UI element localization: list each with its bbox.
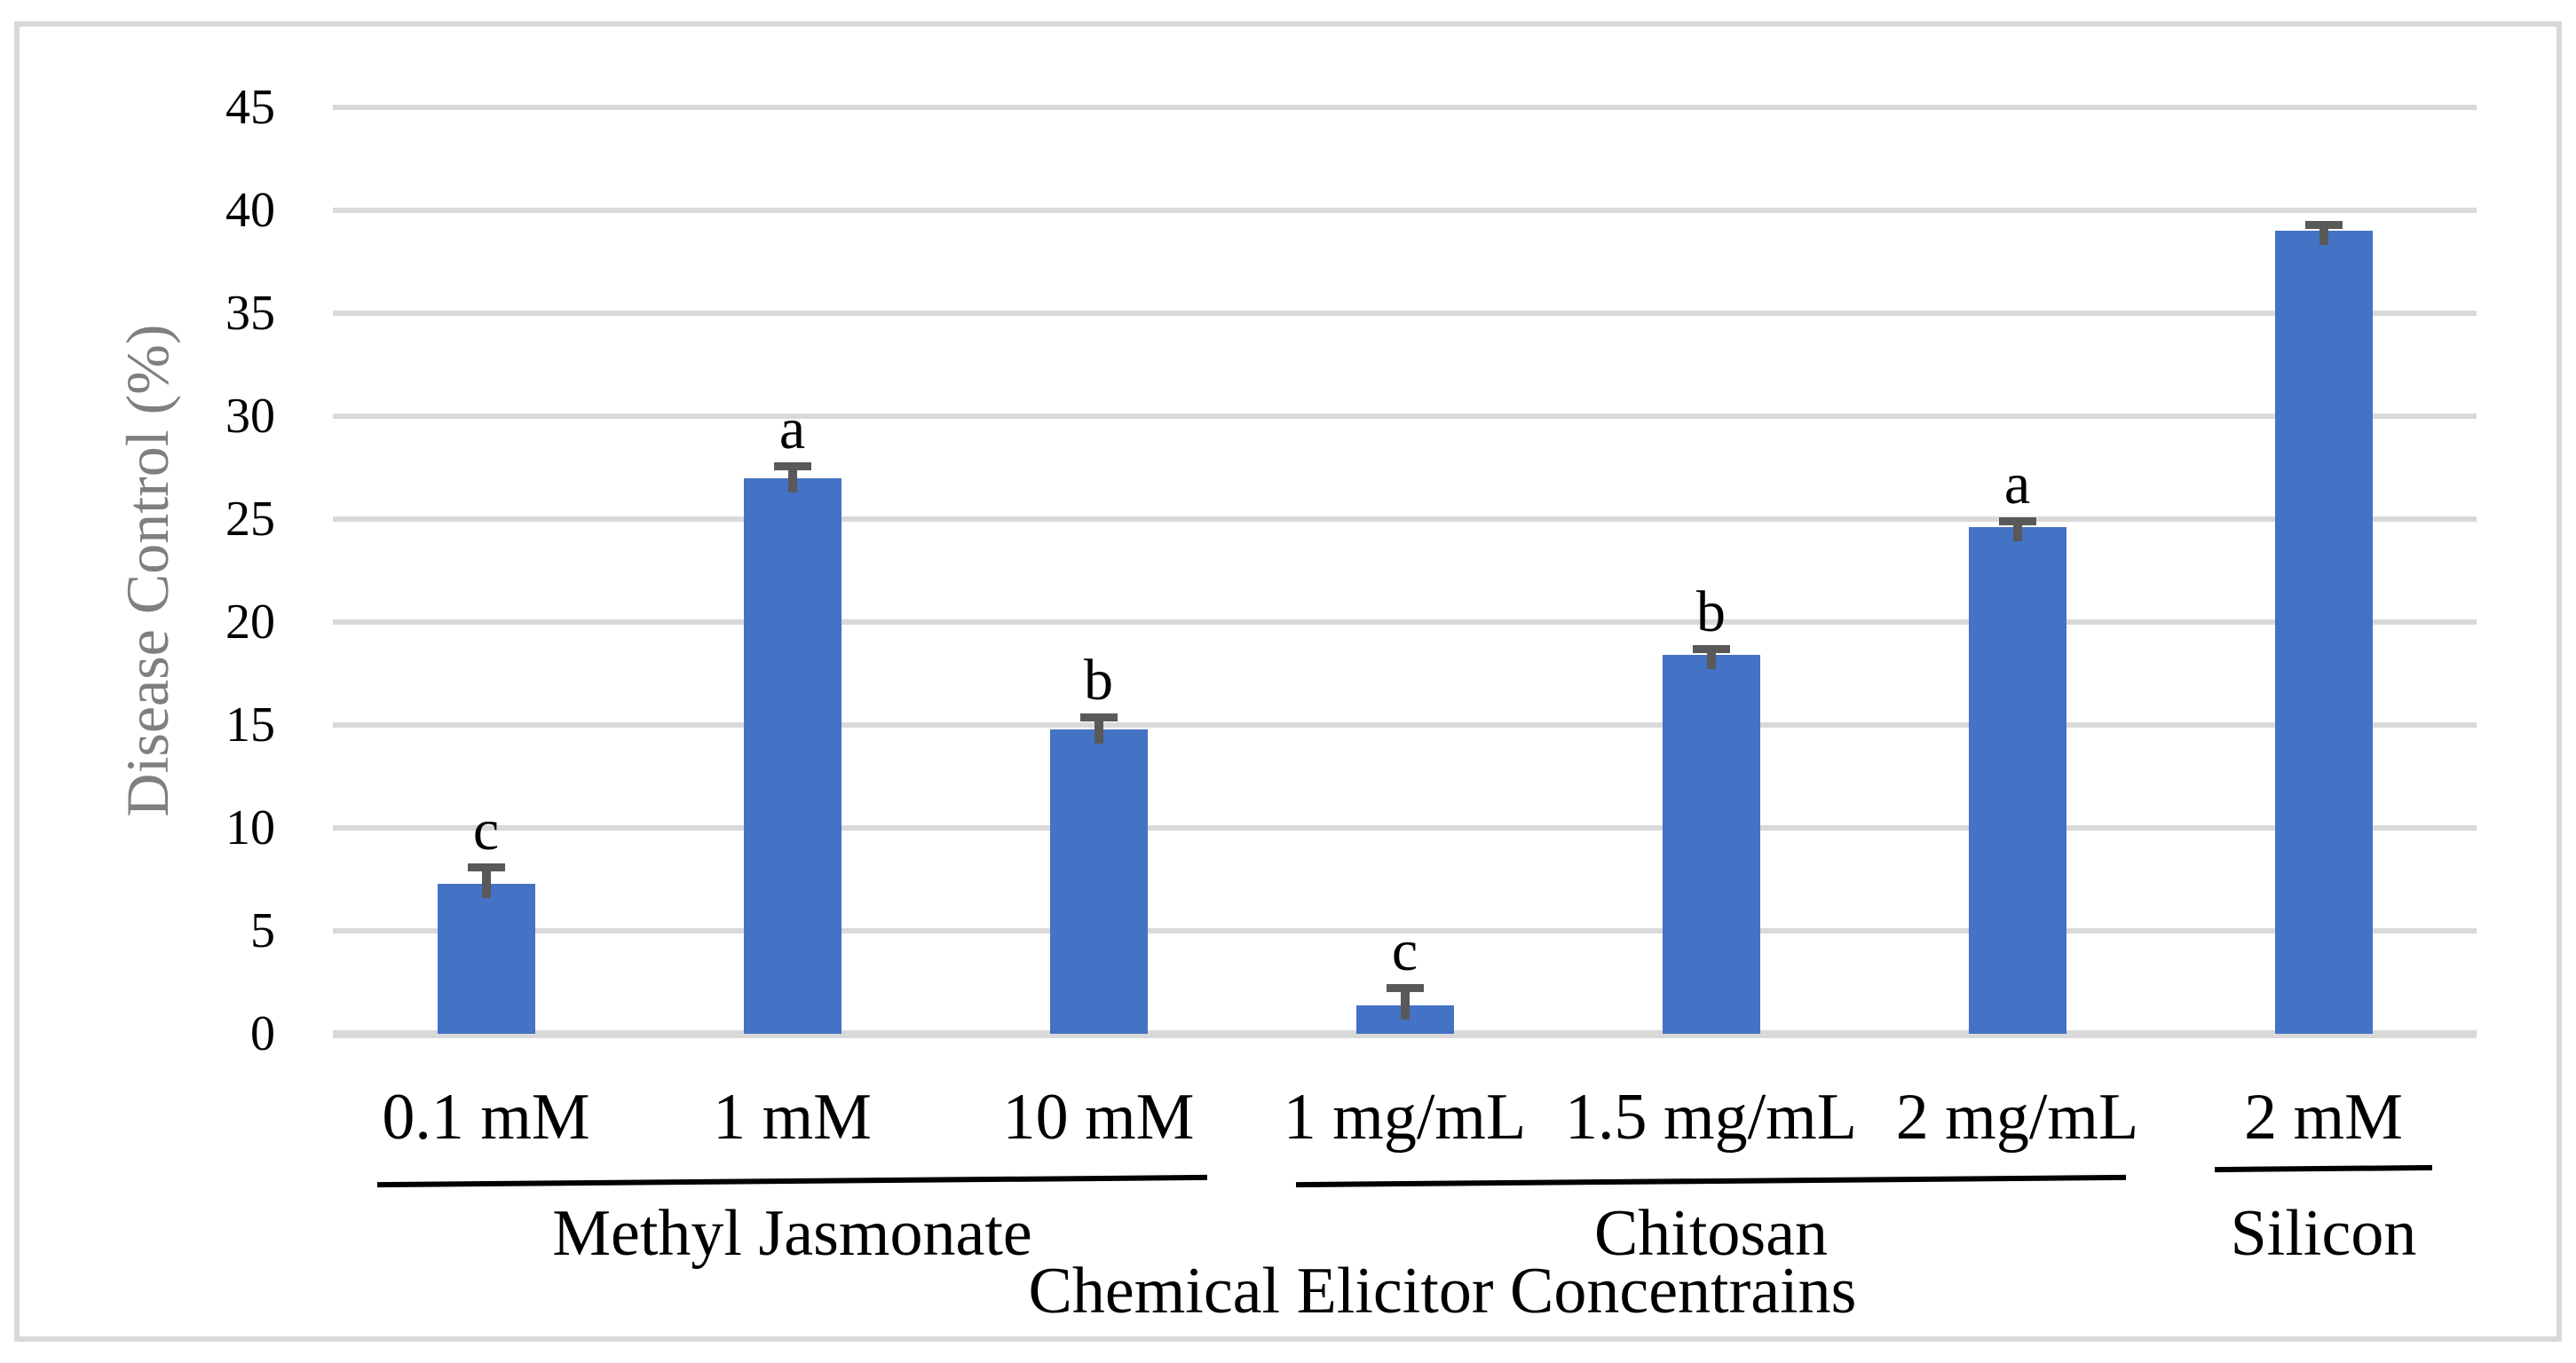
y-tick-label: 5: [250, 903, 275, 958]
error-bar-whisker: [2012, 521, 2022, 542]
error-bar-cap: [1998, 517, 2036, 526]
bar: [1662, 655, 1760, 1034]
error-bar-whisker: [481, 867, 491, 898]
category-label: 10 mM: [1002, 1081, 1195, 1154]
gridline: [333, 311, 2477, 316]
error-bar-cap: [1079, 713, 1118, 721]
y-tick-label: 45: [225, 80, 275, 135]
category-label: 2 mM: [2244, 1081, 2403, 1154]
error-bar-whisker: [1400, 987, 1410, 1020]
gridline: [333, 825, 2477, 831]
error-bar-whisker: [2319, 225, 2328, 246]
gridline: [333, 619, 2477, 625]
category-label: 1.5 mg/mL: [1565, 1081, 1857, 1154]
error-bar-cap: [2304, 221, 2343, 230]
gridline: [333, 516, 2477, 522]
significance-letter: c: [1391, 918, 1418, 983]
category-label: 0.1 mM: [382, 1081, 590, 1154]
error-bar-whisker: [1706, 649, 1716, 670]
category-label: 2 mg/mL: [1895, 1081, 2139, 1154]
bar: [437, 883, 535, 1034]
significance-letter: a: [778, 396, 806, 461]
y-tick-label: 0: [250, 1006, 275, 1061]
y-tick-label: 35: [225, 286, 275, 341]
y-tick-label: 15: [225, 697, 275, 752]
x-axis-line: [333, 1030, 2477, 1038]
bar: [1968, 527, 2066, 1034]
figure-border: [14, 21, 2562, 1342]
y-tick-label: 10: [225, 800, 275, 855]
group-label: Silicon: [2230, 1197, 2417, 1270]
bar: [743, 477, 842, 1034]
group-label: Chitosan: [1593, 1197, 1829, 1270]
error-bar-whisker: [1094, 716, 1103, 744]
gridline: [333, 208, 2477, 213]
bar: [1049, 729, 1148, 1034]
error-bar-whisker: [787, 465, 797, 492]
category-label: 1 mM: [713, 1081, 872, 1154]
gridline: [333, 722, 2477, 728]
significance-letter: a: [2003, 452, 2031, 517]
y-tick-label: 30: [225, 389, 275, 444]
error-bar-cap: [467, 863, 505, 872]
error-bar-cap: [1386, 983, 1424, 992]
x-axis-title: Chemical Elicitor Concentrains: [1028, 1255, 1857, 1328]
significance-letter: b: [1696, 579, 1726, 645]
group-label: Methyl Jasmonate: [552, 1197, 1032, 1270]
group-underline: [2214, 1164, 2433, 1173]
y-tick-label: 20: [225, 595, 275, 650]
gridline: [333, 105, 2477, 110]
category-label: 1 mg/mL: [1283, 1081, 1527, 1154]
gridline: [333, 414, 2477, 419]
group-underline: [1295, 1174, 2127, 1188]
y-tick-label: 40: [225, 183, 275, 238]
error-bar-cap: [773, 461, 811, 470]
significance-letter: c: [472, 798, 500, 863]
y-tick-label: 25: [225, 492, 275, 547]
significance-letter: b: [1084, 647, 1113, 713]
gridline: [333, 928, 2477, 934]
bar: [2274, 231, 2373, 1034]
error-bar-cap: [1692, 645, 1730, 654]
group-underline: [376, 1174, 1208, 1188]
